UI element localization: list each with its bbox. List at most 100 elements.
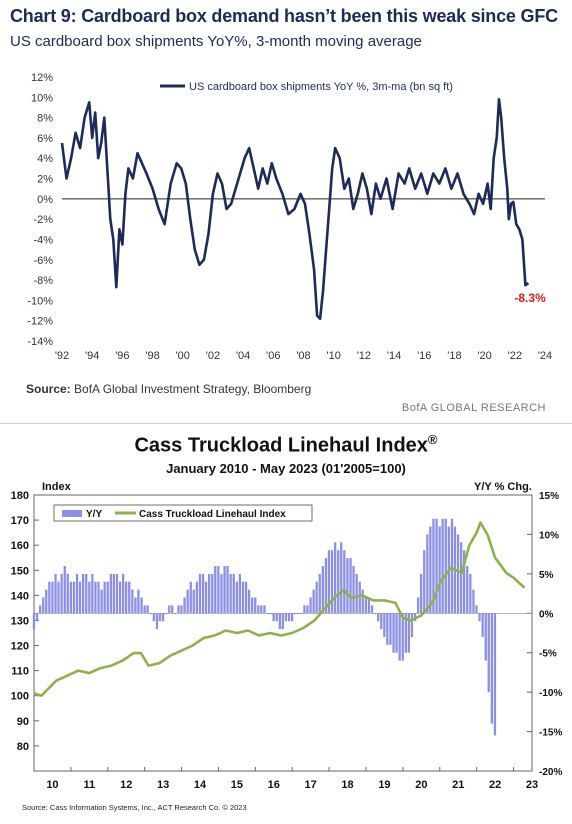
yoy-bar xyxy=(66,573,69,614)
y-tick-label: -2% xyxy=(33,214,53,226)
right-tick-label: 10% xyxy=(539,530,559,541)
yoy-bar xyxy=(269,613,272,615)
x-tick-label: 11 xyxy=(84,779,96,791)
yoy-bar xyxy=(417,597,420,614)
yoy-bar xyxy=(251,597,254,614)
yoy-bar xyxy=(346,558,349,614)
chart-title: Chart 9: Cardboard box demand hasn’t bee… xyxy=(10,6,558,26)
yoy-bar xyxy=(149,613,152,615)
yoy-bar xyxy=(463,550,466,614)
x-tick-label: '92 xyxy=(55,350,69,362)
yoy-bar xyxy=(180,605,183,614)
source-note: Source: BofA Global Investment Strategy,… xyxy=(26,382,311,396)
x-tick-label: 12 xyxy=(120,779,132,791)
registered-mark: ® xyxy=(427,432,438,447)
cardboard-chart: 12% 10% 8% 6% 4% 2% 0% -2% -4% -6% -8% -10% -12% -14%… xyxy=(27,72,552,362)
yoy-bar xyxy=(97,581,100,614)
chart-subtitle: US cardboard box shipments YoY%, 3-month… xyxy=(10,33,422,50)
yoy-bar xyxy=(168,605,171,614)
yoy-bar xyxy=(361,589,364,614)
left-tick-label: 80 xyxy=(17,741,29,753)
yoy-bar xyxy=(340,542,343,614)
yoy-bar xyxy=(312,589,315,614)
yoy-bar xyxy=(94,581,97,614)
legend-label-yoy: Y/Y xyxy=(86,509,102,520)
yoy-bar xyxy=(198,573,202,614)
yoy-bar xyxy=(118,581,122,614)
yoy-bar xyxy=(214,566,217,614)
yoy-bar xyxy=(208,573,211,614)
yoy-bar xyxy=(48,581,51,614)
index-series xyxy=(33,521,526,697)
yoy-bar xyxy=(484,613,487,661)
yoy-bar xyxy=(143,605,146,614)
x-tick-label: 22 xyxy=(489,779,501,791)
yoy-bar xyxy=(247,589,251,614)
yoy-bar xyxy=(395,613,398,653)
yoy-bar xyxy=(134,597,137,614)
yoy-bar xyxy=(244,581,248,614)
yoy-bar xyxy=(367,597,371,614)
yoy-bar xyxy=(192,589,195,614)
left-tick-label: 170 xyxy=(11,515,29,527)
yoy-bar xyxy=(438,526,441,614)
yoy-bar xyxy=(370,605,374,614)
legend-box xyxy=(53,504,313,522)
source-text: BofA Global Investment Strategy, Bloombe… xyxy=(74,382,312,396)
yoy-bar xyxy=(100,589,103,614)
yoy-bar xyxy=(177,605,180,614)
yoy-bar xyxy=(63,566,66,614)
yoy-bar xyxy=(426,534,429,614)
x-tick-label: '14 xyxy=(387,350,401,362)
y-tick-label: -14% xyxy=(27,336,53,348)
plot-frame xyxy=(33,494,533,772)
yoy-bar xyxy=(223,566,226,614)
x-tick-label: 14 xyxy=(194,779,207,791)
x-tick-label: 18 xyxy=(341,779,353,791)
y-tick-label: 10% xyxy=(31,92,53,104)
yoy-bar xyxy=(109,573,112,614)
x-tick-label: '08 xyxy=(296,350,310,362)
right-tick-label: -20% xyxy=(539,767,562,778)
y-tick-label: 6% xyxy=(37,133,53,145)
yoy-bar xyxy=(429,526,432,614)
yoy-bar xyxy=(349,558,352,614)
left-tick-label: 150 xyxy=(11,565,29,577)
yoy-bar xyxy=(211,573,214,614)
yoy-bar xyxy=(278,613,281,630)
yoy-bar xyxy=(82,573,85,614)
chart-panel-cass xyxy=(0,423,572,824)
x-tick-label: '10 xyxy=(327,350,341,362)
yoy-bar xyxy=(337,550,340,614)
left-tick-label: 130 xyxy=(11,615,29,627)
right-tick-label: 15% xyxy=(539,491,559,502)
yoy-bar xyxy=(88,581,91,614)
yoy-bar xyxy=(334,542,337,614)
yoy-bar xyxy=(487,613,490,693)
y-tick-label: -10% xyxy=(27,295,53,307)
yoy-bar xyxy=(226,566,229,614)
right-tick-label: 0% xyxy=(539,609,554,620)
yoy-bar xyxy=(435,518,438,614)
left-tick-label: 90 xyxy=(17,716,29,728)
yoy-bar xyxy=(383,613,386,637)
yoy-bar xyxy=(466,566,469,614)
yoy-bar xyxy=(266,613,269,615)
right-tick-label: -10% xyxy=(539,688,562,699)
yoy-bar xyxy=(51,581,54,614)
yoy-bar xyxy=(373,613,377,615)
yoy-bar xyxy=(235,581,238,614)
yoy-bar xyxy=(161,613,165,622)
x-tick-label: '94 xyxy=(85,350,99,362)
yoy-bar xyxy=(174,613,177,615)
chart-legend: Y/Y Cass Truckload Linehaul Index xyxy=(53,504,313,522)
yoy-bar xyxy=(407,613,410,653)
y-tick-label: -4% xyxy=(33,234,53,246)
yoy-bar xyxy=(364,597,367,614)
yoy-bar xyxy=(472,589,475,614)
y-tick-label: 2% xyxy=(37,174,53,186)
yoy-bar xyxy=(158,613,162,622)
x-tick-label: '96 xyxy=(115,350,129,362)
yoy-bar xyxy=(263,605,266,614)
right-tick-label: 5% xyxy=(539,570,554,581)
